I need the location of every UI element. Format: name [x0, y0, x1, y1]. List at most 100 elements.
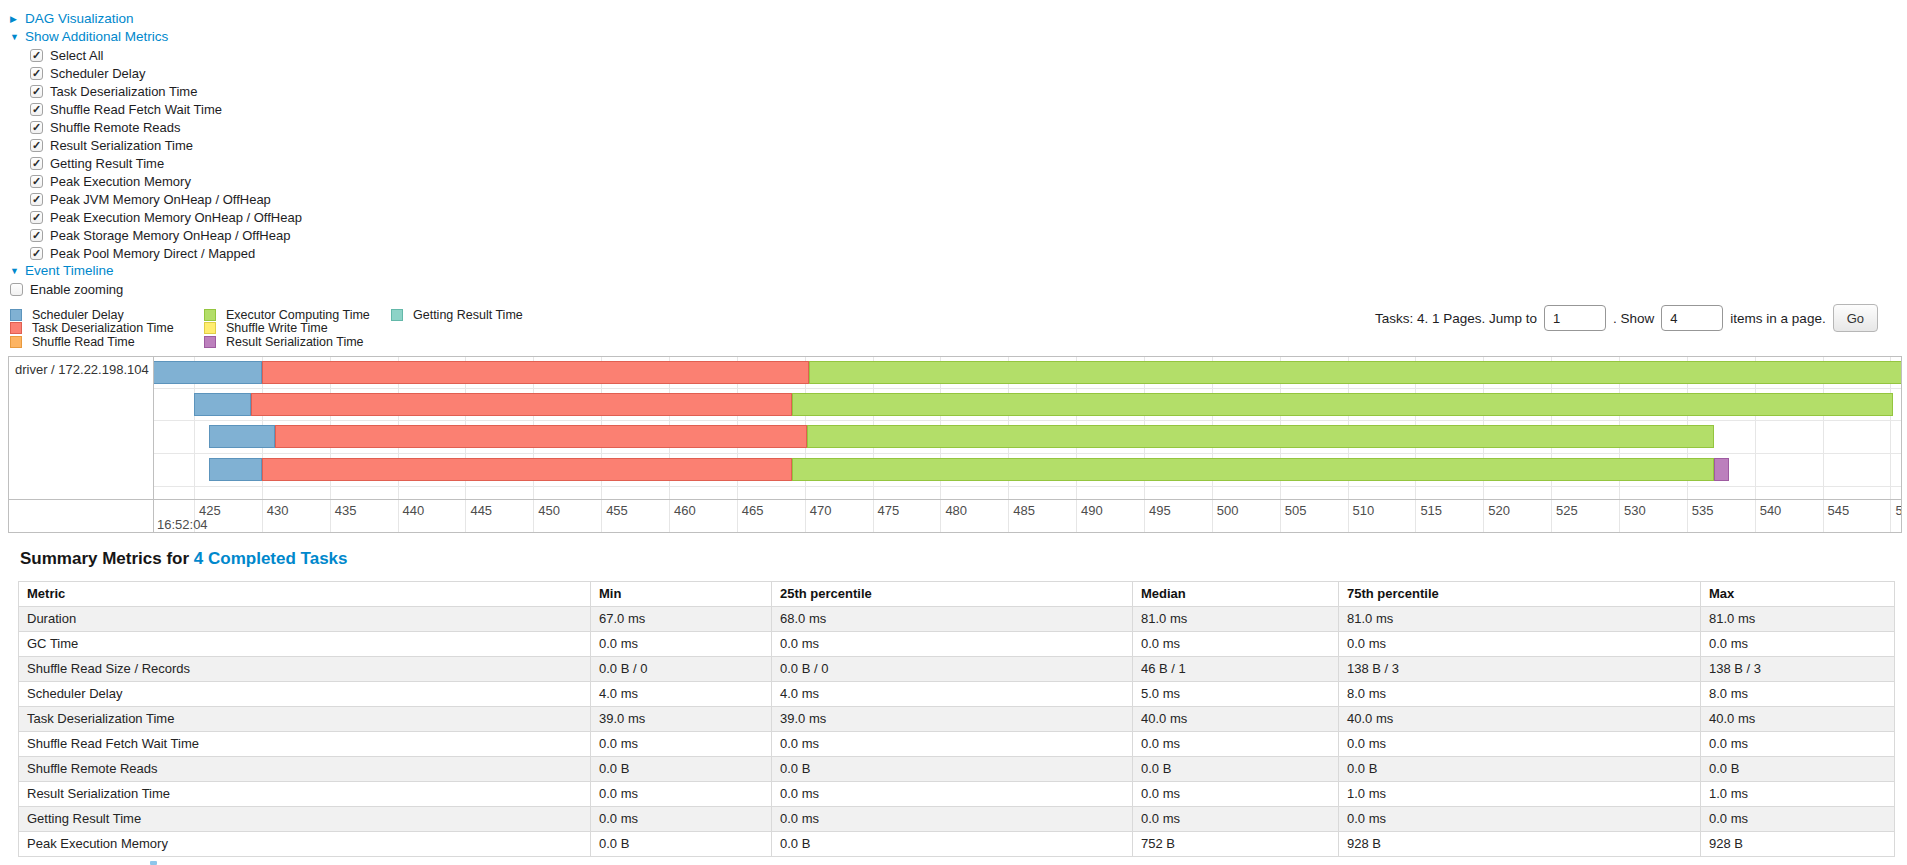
metric-value-cell: 752 B [1133, 832, 1339, 857]
metric-checkbox-label[interactable]: Select All [50, 48, 103, 63]
metric-checkbox[interactable]: ✓ [30, 121, 43, 134]
legend-item: Task Deserialization Time [10, 322, 204, 336]
chevron-right-icon: ▶ [10, 10, 20, 28]
completed-tasks-link[interactable]: 4 Completed Tasks [194, 549, 348, 568]
summary-table-row: Peak Execution Memory0.0 B0.0 B752 B928 … [19, 832, 1895, 857]
metric-checkbox-label[interactable]: Peak Execution Memory OnHeap / OffHeap [50, 210, 302, 225]
summary-title-prefix: Summary Metrics for [20, 549, 194, 568]
summary-table-row: Getting Result Time0.0 ms0.0 ms0.0 ms0.0… [19, 807, 1895, 832]
metric-checkbox[interactable]: ✓ [30, 139, 43, 152]
metric-value-cell: 8.0 ms [1701, 682, 1895, 707]
metric-value-cell: 0.0 B [1339, 757, 1701, 782]
metric-value-cell: 68.0 ms [772, 607, 1133, 632]
metric-value-cell: 40.0 ms [1339, 707, 1701, 732]
legend-item: Executor Computing Time [204, 308, 391, 322]
metric-value-cell: 0.0 ms [1339, 807, 1701, 832]
metric-name-cell: GC Time [19, 632, 591, 657]
metric-checkbox[interactable]: ✓ [30, 247, 43, 260]
metric-value-cell: 0.0 B [591, 757, 772, 782]
jump-to-page-input[interactable] [1544, 305, 1606, 331]
enable-zooming-label[interactable]: Enable zooming [30, 282, 123, 297]
next-section-arrow-clipped [150, 861, 157, 865]
event-timeline-chart: driver / 172.22.198.104 4254304354404454… [8, 356, 1902, 533]
metric-value-cell: 0.0 B / 0 [772, 657, 1133, 682]
legend-label: Shuffle Write Time [226, 321, 328, 335]
metric-checkbox-label[interactable]: Peak Pool Memory Direct / Mapped [50, 246, 255, 261]
metric-checkbox[interactable]: ✓ [30, 49, 43, 62]
metric-value-cell: 67.0 ms [591, 607, 772, 632]
table-header-row: MetricMin25th percentileMedian75th perce… [19, 582, 1895, 607]
table-body: Duration67.0 ms68.0 ms81.0 ms81.0 ms81.0… [19, 607, 1895, 857]
event-timeline-label[interactable]: Event Timeline [25, 262, 114, 280]
metric-value-cell: 928 B [1701, 832, 1895, 857]
metric-value-cell: 0.0 ms [1339, 732, 1701, 757]
summary-metrics-section: Summary Metrics for 4 Completed Tasks Me… [18, 549, 1894, 857]
metric-checkbox-label[interactable]: Peak Storage Memory OnHeap / OffHeap [50, 228, 290, 243]
axis-tick-label: 450 [538, 503, 560, 518]
metric-checkbox[interactable]: ✓ [30, 193, 43, 206]
metric-checkbox-item: ✓ Shuffle Remote Reads [30, 118, 1907, 136]
dag-visualization-label[interactable]: DAG Visualization [25, 10, 134, 28]
event-timeline-toggle[interactable]: ▼ Event Timeline [10, 262, 1907, 280]
summary-table-row: Task Deserialization Time39.0 ms39.0 ms4… [19, 707, 1895, 732]
column-header: Metric [19, 582, 591, 607]
metric-checkbox-item: ✓ Scheduler Delay [30, 64, 1907, 82]
enable-zooming-checkbox[interactable] [10, 283, 23, 296]
metric-checkbox[interactable]: ✓ [30, 229, 43, 242]
metric-checkbox-label[interactable]: Shuffle Remote Reads [50, 120, 181, 135]
metric-value-cell: 40.0 ms [1133, 707, 1339, 732]
task-pagination: Tasks: 4. 1 Pages. Jump to . Show items … [1375, 304, 1878, 332]
go-button[interactable]: Go [1833, 304, 1878, 332]
metric-checkbox[interactable]: ✓ [30, 103, 43, 116]
show-additional-metrics-label[interactable]: Show Additional Metrics [25, 28, 168, 46]
metric-checkbox[interactable]: ✓ [30, 67, 43, 80]
metric-name-cell: Result Serialization Time [19, 782, 591, 807]
metric-name-cell: Scheduler Delay [19, 682, 591, 707]
metric-checkbox[interactable]: ✓ [30, 85, 43, 98]
metric-checkbox-label[interactable]: Peak Execution Memory [50, 174, 191, 189]
metric-checkbox[interactable]: ✓ [30, 211, 43, 224]
summary-table-row: Shuffle Read Fetch Wait Time0.0 ms0.0 ms… [19, 732, 1895, 757]
result_serialization-legend-swatch [204, 336, 216, 348]
show-additional-metrics-toggle[interactable]: ▼ Show Additional Metrics [10, 28, 1907, 46]
metric-value-cell: 928 B [1339, 832, 1701, 857]
pagination-text-before: Tasks: 4. 1 Pages. Jump to [1375, 311, 1537, 326]
metric-value-cell: 8.0 ms [1339, 682, 1701, 707]
metric-value-cell: 0.0 ms [591, 782, 772, 807]
metric-checkbox[interactable]: ✓ [30, 157, 43, 170]
legend-label: Result Serialization Time [226, 335, 364, 349]
dag-visualization-toggle[interactable]: ▶ DAG Visualization [10, 10, 1907, 28]
metric-checkbox-label[interactable]: Peak JVM Memory OnHeap / OffHeap [50, 192, 271, 207]
axis-tick-label: 435 [335, 503, 357, 518]
legend-label: Getting Result Time [413, 308, 523, 322]
axis-tick-label: 460 [674, 503, 696, 518]
metric-checkbox[interactable]: ✓ [30, 175, 43, 188]
metric-value-cell: 0.0 ms [1133, 732, 1339, 757]
metric-value-cell: 0.0 ms [772, 807, 1133, 832]
column-header: Median [1133, 582, 1339, 607]
summary-metrics-title: Summary Metrics for 4 Completed Tasks [20, 549, 1894, 569]
shuffle_write-legend-swatch [204, 322, 216, 334]
metric-checkbox-label[interactable]: Getting Result Time [50, 156, 164, 171]
axis-tick-label: 440 [403, 503, 425, 518]
metric-value-cell: 0.0 ms [591, 807, 772, 832]
metric-checkbox-label[interactable]: Result Serialization Time [50, 138, 193, 153]
summary-table-row: Duration67.0 ms68.0 ms81.0 ms81.0 ms81.0… [19, 607, 1895, 632]
metric-checkbox-label[interactable]: Shuffle Read Fetch Wait Time [50, 102, 222, 117]
metric-value-cell: 39.0 ms [591, 707, 772, 732]
items-per-page-input[interactable] [1661, 305, 1723, 331]
metric-name-cell: Peak Execution Memory [19, 832, 591, 857]
axis-anchor-time: 16:52:04 [157, 517, 208, 532]
metric-checkbox-item: ✓ Task Deserialization Time [30, 82, 1907, 100]
metric-checkbox-label[interactable]: Task Deserialization Time [50, 84, 197, 99]
metric-name-cell: Shuffle Read Size / Records [19, 657, 591, 682]
column-header: Min [591, 582, 772, 607]
axis-tick-label: 525 [1556, 503, 1578, 518]
metric-checkbox-label[interactable]: Scheduler Delay [50, 66, 145, 81]
legend-label: Scheduler Delay [32, 308, 124, 322]
axis-tick-label: 520 [1488, 503, 1510, 518]
axis-tick-label: 480 [945, 503, 967, 518]
task-bar-segment-task_deserialization [251, 393, 792, 416]
metric-value-cell: 0.0 ms [1701, 732, 1895, 757]
metric-value-cell: 81.0 ms [1339, 607, 1701, 632]
